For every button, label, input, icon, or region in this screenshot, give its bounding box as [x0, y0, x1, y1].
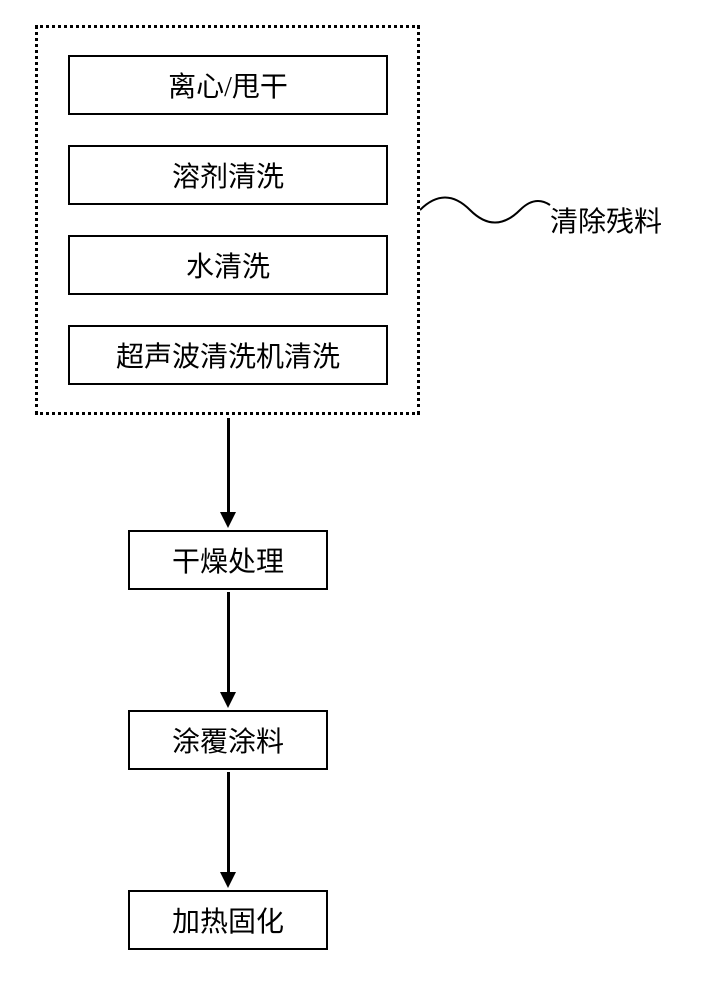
step-heat-cure: 加热固化 [128, 890, 328, 950]
step-centrifuge: 离心/甩干 [68, 55, 388, 115]
arrow-2-line [227, 592, 230, 692]
arrow-1-line [227, 418, 230, 512]
arrow-3-line [227, 772, 230, 872]
step-heat-cure-label: 加热固化 [172, 900, 284, 940]
arrow-2-head [220, 692, 236, 708]
step-ultrasonic-clean-label: 超声波清洗机清洗 [116, 335, 340, 375]
step-water-clean: 水清洗 [68, 235, 388, 295]
arrow-3-head [220, 872, 236, 888]
step-solvent-clean-label: 溶剂清洗 [172, 155, 284, 195]
step-ultrasonic-clean: 超声波清洗机清洗 [68, 325, 388, 385]
step-coating: 涂覆涂料 [128, 710, 328, 770]
wavy-connector [420, 195, 560, 235]
step-water-clean-label: 水清洗 [186, 245, 270, 285]
step-centrifuge-label: 离心/甩干 [168, 65, 288, 105]
step-solvent-clean: 溶剂清洗 [68, 145, 388, 205]
step-dry: 干燥处理 [128, 530, 328, 590]
arrow-1-head [220, 512, 236, 528]
step-dry-label: 干燥处理 [172, 540, 284, 580]
step-coating-label: 涂覆涂料 [172, 720, 284, 760]
wavy-path [420, 198, 550, 223]
annotation-remove-residue: 清除残料 [550, 200, 662, 240]
